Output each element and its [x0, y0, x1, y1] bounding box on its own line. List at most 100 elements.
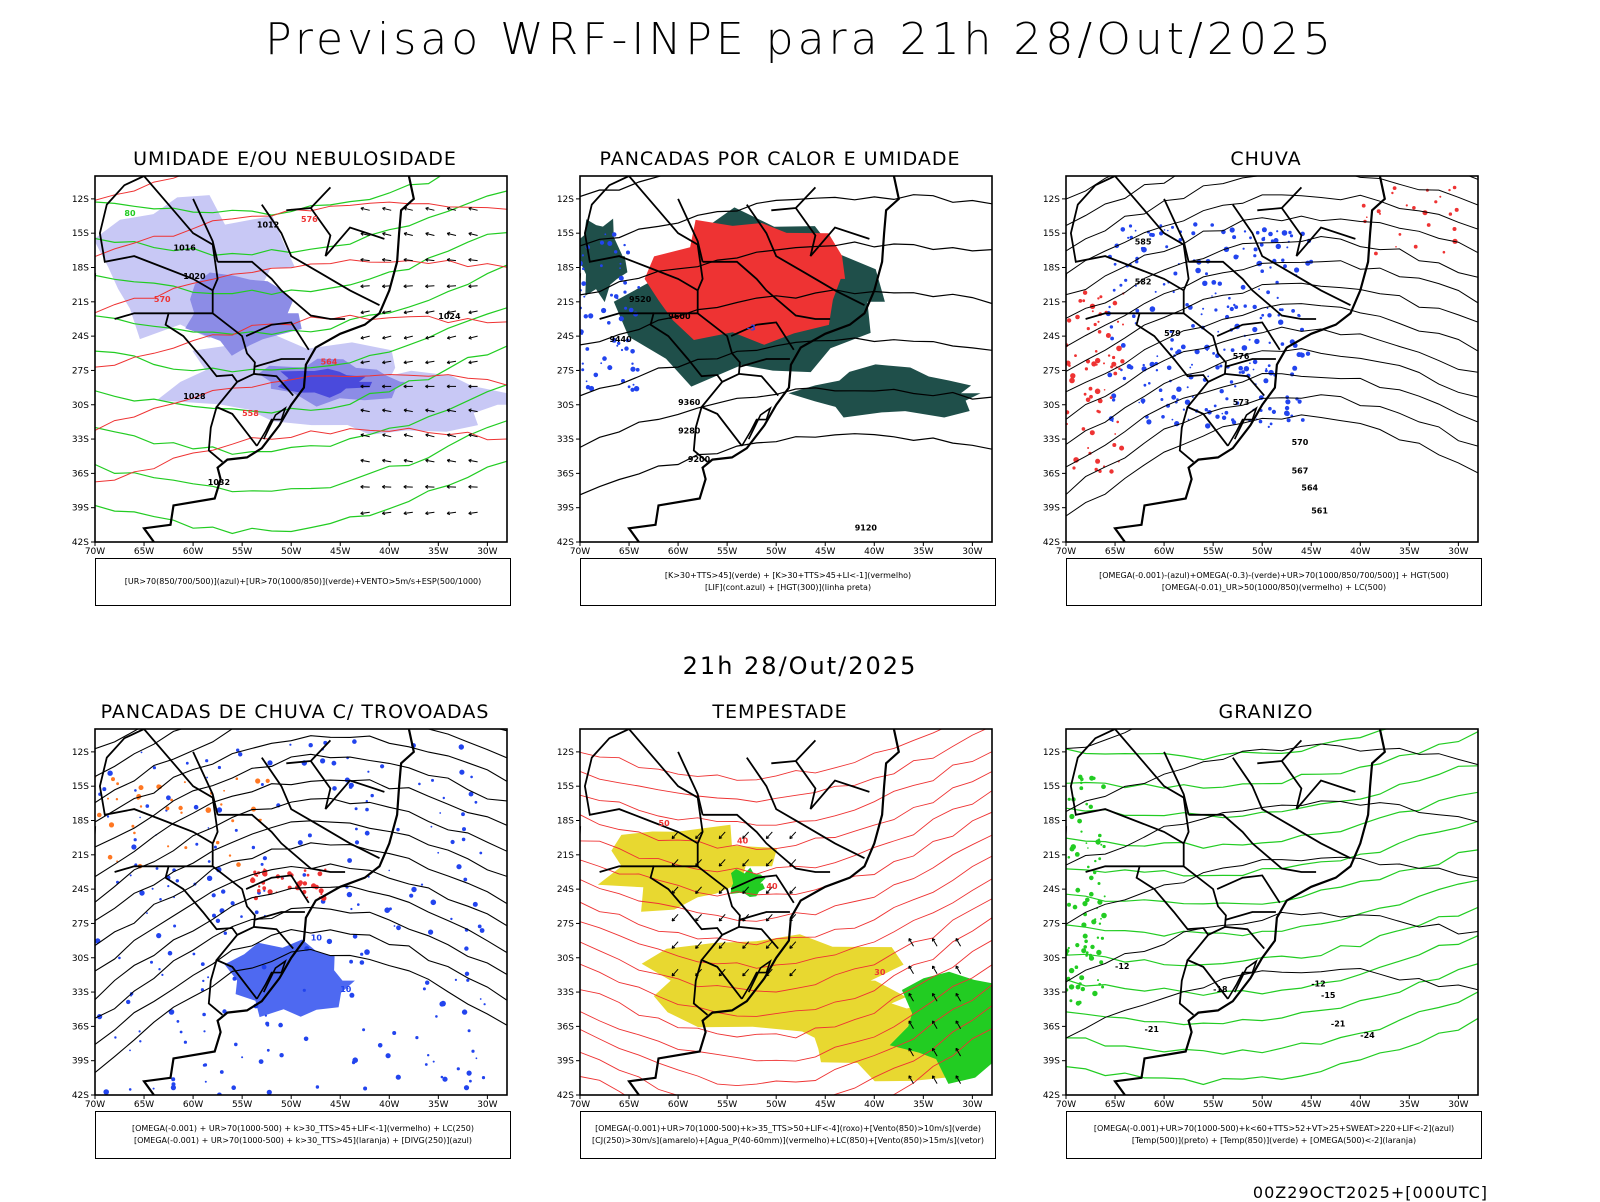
divergence-mark — [202, 980, 204, 982]
heavy-rain-mark — [1082, 427, 1086, 431]
divergence-mark — [431, 779, 434, 782]
divergence-mark — [349, 785, 353, 789]
temperature-850-contour — [1066, 850, 1478, 904]
temperature-mark — [1091, 919, 1096, 924]
divergence-mark — [316, 1085, 319, 1088]
rain-mark — [1252, 327, 1257, 332]
contour-label: 579 — [1164, 329, 1181, 338]
x-tick-label: 40W — [864, 547, 884, 557]
thunderstorm-mark — [236, 777, 239, 780]
temperature-mark — [1100, 918, 1102, 920]
divergence-mark — [134, 789, 137, 792]
divergence-mark — [205, 759, 208, 762]
panel-title: UMIDADE E/OU NEBULOSIDADE — [55, 148, 535, 170]
legend-line: [OMEGA(-0.001)+UR>70(1000-500)+k>35_TTS>… — [595, 1123, 981, 1135]
divergence-mark — [425, 1063, 428, 1066]
temperature-mark — [1084, 940, 1088, 944]
rain-mark — [1298, 400, 1302, 404]
heavy-rain-mark — [1090, 430, 1095, 435]
divergence-mark — [464, 946, 468, 950]
y-tick-label: 12S — [557, 195, 574, 205]
rain-mark — [1218, 282, 1222, 286]
x-tick-label: 30W — [1448, 1100, 1468, 1110]
rain-mark — [1232, 420, 1236, 424]
state-border — [209, 960, 223, 1015]
rain-mark — [1211, 295, 1213, 297]
rain-mark — [1171, 395, 1176, 400]
rain-mark — [1112, 420, 1114, 422]
divergence-mark — [484, 1003, 486, 1005]
x-tick-label: 35W — [428, 547, 448, 557]
wind-vector — [696, 914, 702, 921]
rain-mark — [1214, 308, 1217, 311]
heavy-rain-mark — [1099, 295, 1102, 298]
y-tick-label: 27S — [1043, 366, 1060, 376]
divergence-mark — [428, 930, 433, 935]
rain-mark — [1112, 398, 1115, 401]
x-tick-label: 30W — [477, 1100, 497, 1110]
mid-date-label: 21h 28/Out/2025 — [0, 652, 1600, 680]
rain-mark — [1297, 352, 1302, 357]
heavy-rain-mark — [1120, 359, 1124, 363]
y-tick-label: 27S — [72, 919, 89, 929]
rain-mark — [1207, 376, 1209, 378]
divergence-mark — [355, 828, 358, 831]
rain-mark — [1193, 222, 1197, 226]
rain-mark — [1215, 292, 1217, 294]
rain-mark — [1230, 227, 1235, 232]
x-tick-label: 65W — [1105, 1100, 1125, 1110]
contour-label: 40 — [766, 882, 778, 891]
heavy-rain-mark — [1070, 373, 1075, 378]
height-contour — [1066, 415, 1478, 516]
rain-mark — [1124, 279, 1127, 282]
rain-mark — [1227, 305, 1230, 308]
heavy-rain-mark — [1087, 447, 1089, 449]
thunderstorm-mark — [107, 798, 109, 800]
x-tick-label: 45W — [1301, 547, 1321, 557]
lifted-index-mark — [614, 250, 617, 253]
x-tick-label: 45W — [1301, 1100, 1321, 1110]
contour-label: 10 — [311, 934, 323, 943]
contour-label: 40 — [737, 836, 749, 845]
thunderstorm-mark — [140, 805, 142, 807]
state-border — [1071, 176, 1184, 290]
y-tick-label: 21S — [1043, 851, 1060, 861]
legend-line: [OMEGA(-0.001)+UR>70(1000-500)+k<60+TTS>… — [1094, 1123, 1454, 1135]
lifted-index-mark — [616, 297, 618, 299]
divergence-mark — [450, 918, 452, 920]
temperature-mark — [1075, 965, 1079, 969]
severe-thunderstorm-mark — [256, 875, 258, 877]
y-tick-label: 39S — [1043, 1057, 1060, 1067]
heavy-rain-mark — [1089, 387, 1093, 391]
rain-mark — [1146, 419, 1151, 424]
rain-mark — [1225, 397, 1228, 400]
lifted-index-mark — [624, 346, 628, 350]
x-tick-label: 55W — [232, 1100, 252, 1110]
temperature-mark — [1078, 1001, 1082, 1005]
heavy-rain-mark — [1110, 396, 1113, 399]
temperature-mark — [1103, 845, 1106, 848]
rain-mark — [1268, 370, 1274, 376]
rain-mark — [1222, 413, 1224, 415]
rain-mark — [1262, 227, 1267, 232]
y-tick-label: 18S — [72, 264, 89, 274]
rain-mark — [1241, 370, 1245, 374]
temperature-mark — [1085, 803, 1088, 806]
divergence-mark — [267, 1090, 272, 1095]
divergence-mark — [475, 801, 478, 804]
y-tick-label: 36S — [72, 469, 89, 479]
rain-mark — [1253, 360, 1258, 365]
temperature-mark — [1104, 895, 1106, 897]
rain-mark — [1260, 317, 1263, 320]
contour-label: 9200 — [688, 455, 711, 464]
y-tick-label: 18S — [1043, 817, 1060, 827]
divergence-mark — [194, 805, 199, 810]
heavy-rain-mark — [1116, 346, 1122, 352]
lagoon-border — [1228, 408, 1256, 446]
contour-label: 1016 — [174, 243, 197, 252]
severe-thunderstorm-mark — [258, 885, 260, 887]
divergence-mark — [456, 864, 461, 869]
divergence-mark — [150, 961, 153, 964]
